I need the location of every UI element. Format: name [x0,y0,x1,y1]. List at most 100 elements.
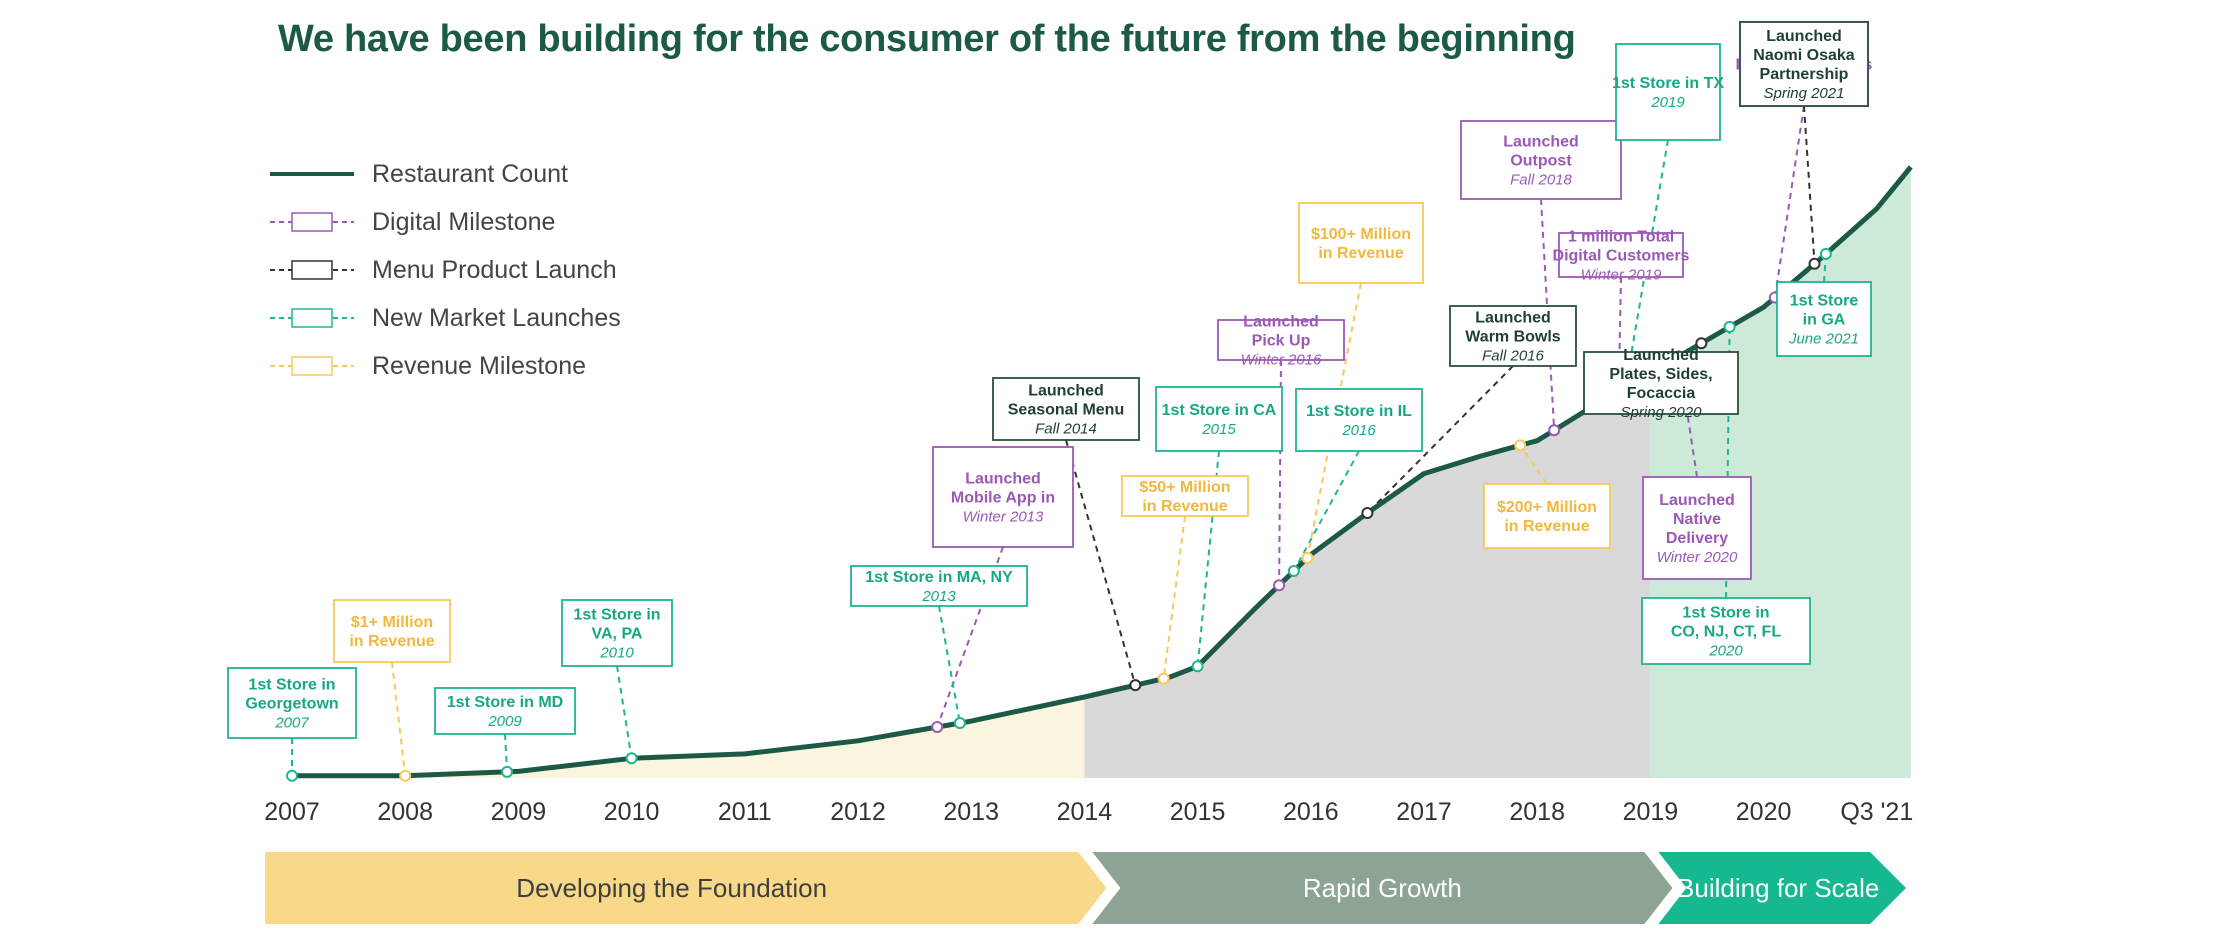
milestone-box-frame [992,377,1140,441]
x-tick-label: 2008 [377,798,433,826]
milestone-date: Winter 2019 [1581,267,1662,284]
milestone-label: in Revenue [1142,498,1227,515]
milestone-label: in Revenue [1318,245,1403,262]
milestone-leader [936,546,1004,728]
milestone-label: Georgetown [245,696,338,713]
legend-symbol-market [270,308,354,328]
milestone-marker [1723,320,1736,333]
milestone-leader [616,665,633,759]
milestone-date: Fall 2014 [1035,421,1097,438]
milestone-marker [501,765,514,778]
milestone-label: Naomi Osaka [1753,47,1854,64]
legend-item-digital: Digital Milestone [268,198,621,246]
x-tick-label: 2014 [1057,798,1113,826]
milestone-label: $1+ Million [351,614,433,631]
legend-item-market: New Market Launches [268,294,621,342]
milestone-label: in GA [1803,312,1846,329]
x-tick-label: 2009 [491,798,547,826]
phase-area-2 [1084,372,1651,778]
milestone-box-frame [1298,202,1424,284]
milestone-marker [1514,439,1527,452]
phase-arrow-1 [265,852,1107,924]
milestone-box-frame [1641,597,1811,665]
milestone-box-digital: Launched Pick Up Winter 2016 [1217,314,1345,369]
milestone-box-frame [434,687,576,735]
milestone-box-revenue: $1+ Million in Revenue [333,599,451,663]
milestone-label: Mobile App in [951,490,1055,507]
milestone-label: 1st Store in MD [447,694,563,711]
milestone-box-frame [1295,388,1423,452]
milestone-box-frame [1460,120,1622,200]
milestone-box-digital: Launched Mobile App in Winter 2013 [932,446,1074,548]
milestone-label: 1st Store in IL [1306,403,1412,420]
milestone-box-market: 1st Store in MD 2009 [434,687,576,735]
milestone-date: 2010 [599,645,634,662]
legend-swatch-restaurant [268,162,356,186]
milestone-box-market: 1st Store in MA, NY 2013 [850,565,1028,607]
legend-swatch-digital [268,210,356,234]
milestone-label: Seasonal Menu [1008,402,1124,419]
phase-label-3: Building for Scale [1677,873,1879,903]
milestone-label: 1st Store in [248,677,335,694]
milestone-date: 2009 [487,713,522,730]
milestone-date: 2013 [921,588,956,605]
legend-label-digital: Digital Milestone [372,207,556,236]
milestone-label: 1st Store in [573,607,660,624]
milestone-marker [1361,507,1374,520]
milestone-label: Delivery [1666,530,1728,547]
milestone-leader [1292,450,1360,572]
milestone-marker [1129,679,1142,692]
milestone-label: Native [1673,511,1721,528]
milestone-box-frame [1583,351,1739,415]
legend-label-menu: Menu Product Launch [372,255,617,284]
milestone-box-frame [227,667,357,739]
milestone-date: Spring 2020 [1621,404,1703,421]
milestone-leader [391,661,407,776]
milestone-marker [1301,551,1314,564]
legend-symbol-revenue [270,356,354,376]
milestone-box-frame [1776,281,1872,357]
milestone-marker [1808,257,1821,270]
milestone-marker [286,769,298,782]
milestone-marker [1157,672,1170,685]
milestone-box-frame [1615,43,1721,141]
milestone-box-market: 1st Store in TX 2019 [1612,43,1724,141]
milestone-date: Winter 2016 [1241,352,1322,369]
phase-arrow-2 [1092,852,1673,924]
milestone-label: Launched [1766,28,1842,45]
milestone-marker [1287,565,1300,578]
milestone-marker [1273,579,1286,592]
x-tick-label: 2013 [943,798,999,826]
milestone-box-frame [561,599,673,667]
phase-label-1: Developing the Foundation [516,873,827,903]
milestone-marker [931,720,944,733]
x-tick-label: 2011 [718,798,772,826]
legend-box-menu [291,260,333,280]
milestone-marker [1548,424,1561,437]
milestone-label: Plates, Sides, [1609,366,1712,383]
legend-swatch-market [268,306,356,330]
milestone-leader [1065,439,1137,686]
milestone-label: Focaccia [1627,385,1696,402]
milestone-box-market: 1st Store in Georgetown 2007 [227,667,357,739]
milestone-box-frame [932,446,1074,548]
milestone-label: $200+ Million [1497,499,1597,516]
legend-swatch-menu [268,258,356,282]
milestone-box-frame [850,565,1028,607]
milestone-box-frame [1121,475,1249,517]
legend-item-revenue: Revenue Milestone [268,342,621,390]
milestone-label: VA, PA [592,626,643,643]
milestone-box-frame [1739,21,1869,107]
milestone-box-frame [1642,476,1752,580]
milestone-label: 1st Store [1790,293,1859,310]
milestone-label: 1st Store in CA [1162,402,1277,419]
milestone-date: June 2021 [1788,331,1859,348]
milestone-marker [1819,247,1832,260]
milestone-date: Spring 2021 [1764,85,1845,102]
phase-arrow-3 [1658,852,1906,924]
milestone-marker [625,752,638,765]
milestone-label: 1st Store in TX [1612,75,1724,92]
milestone-box-frame [1483,483,1611,549]
legend-box-digital [291,212,333,232]
